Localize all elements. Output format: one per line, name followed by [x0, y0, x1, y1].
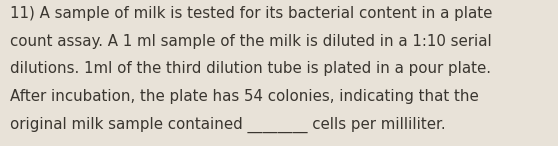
- Text: dilutions. 1ml of the third dilution tube is plated in a pour plate.: dilutions. 1ml of the third dilution tub…: [10, 61, 491, 76]
- Text: original milk sample contained ________ cells per milliliter.: original milk sample contained ________ …: [10, 117, 446, 133]
- Text: After incubation, the plate has 54 colonies, indicating that the: After incubation, the plate has 54 colon…: [10, 89, 479, 104]
- Text: count assay. A 1 ml sample of the milk is diluted in a 1:10 serial: count assay. A 1 ml sample of the milk i…: [10, 34, 492, 49]
- Text: 11) A sample of milk is tested for its bacterial content in a plate: 11) A sample of milk is tested for its b…: [10, 6, 492, 21]
